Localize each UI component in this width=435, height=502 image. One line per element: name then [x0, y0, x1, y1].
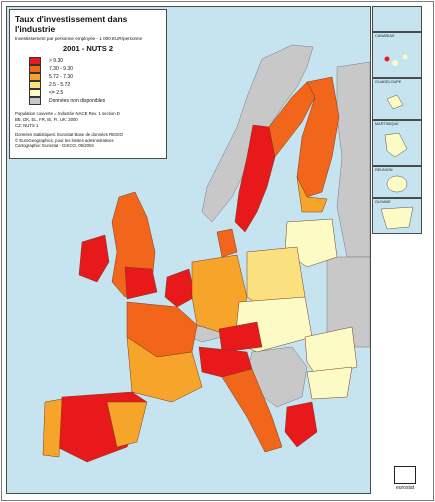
martinique-shape	[384, 132, 408, 158]
legend-swatch	[29, 65, 41, 73]
legend-subtitle: Investissement par personne employée - 1…	[15, 36, 143, 41]
italy-south	[221, 368, 283, 453]
legend-source: Données statistiques: Eurostat Base de d…	[15, 132, 161, 149]
legend-class-row: Données non disponibles	[15, 97, 161, 105]
greece-region	[284, 401, 318, 448]
legend-class-row: > 9.30	[15, 57, 161, 65]
legend-year-level: 2001 - NUTS 2	[62, 44, 114, 53]
logo-mark	[394, 466, 416, 484]
legend-class-label: <= 2.5	[49, 90, 64, 96]
eurostat-logo: eurostat	[393, 466, 417, 492]
guadeloupe-shape	[386, 94, 404, 110]
legend-swatch	[29, 73, 41, 81]
spain-east	[106, 401, 148, 448]
source-line: Cartographie: Eurostat - GISCO, 09/2004	[15, 143, 94, 149]
legend-class-label: Données non disponibles	[49, 98, 106, 104]
legend-note: CZ: NUTS 1	[15, 123, 39, 128]
uk-south	[124, 266, 158, 300]
legend-class-label: 5.72 - 7.30	[49, 74, 73, 80]
map-legend: Taux d'investissement dans l'industrie I…	[9, 9, 167, 159]
inset-canarias: CANARIAS	[372, 32, 422, 78]
russia-region	[336, 61, 370, 258]
legend-swatch	[29, 81, 41, 89]
logo-text: eurostat	[395, 485, 415, 491]
source-line: Données statistiques: Eurostat Base de d…	[15, 132, 123, 137]
legend-notes: Population couverte = Industrie NACE Rev…	[15, 111, 161, 129]
inset-label: GUYANE	[375, 200, 391, 204]
legend-class-row: 2.5 - 5.72	[15, 81, 161, 89]
guyane-shape	[380, 206, 414, 230]
canarias-shapes	[384, 54, 408, 66]
legend-class-row: 7.30 - 9.30	[15, 65, 161, 73]
overseas-insets: CANARIAS GUADELOUPE MARTINIQUE REUNION G…	[372, 6, 422, 234]
legend-note: BE, DK, EL, FR, IE, FI, UK: 2000	[15, 117, 78, 122]
portugal-region	[42, 398, 63, 458]
inset-reunion: REUNION	[372, 166, 422, 198]
inset-guyane: GUYANE	[372, 198, 422, 234]
source-line: © EuroGeographics, pour les limites admi…	[15, 137, 114, 143]
inset-label: REUNION	[375, 168, 393, 172]
eu-regions	[42, 76, 358, 463]
inset-label: MARTINIQUE	[375, 122, 399, 126]
finland-south	[296, 176, 328, 213]
legend-note: Population couverte = Industrie NACE Rev…	[15, 111, 120, 116]
inset-top	[372, 6, 422, 32]
bulgaria-region	[306, 366, 353, 400]
ireland-region	[78, 234, 110, 283]
legend-title: Taux d'investissement dans l'industrie	[15, 14, 128, 34]
inset-martinique: MARTINIQUE	[372, 120, 422, 166]
legend-swatch	[29, 89, 41, 97]
belarus-ukraine-region	[326, 256, 370, 348]
legend-class-label: 7.30 - 9.30	[49, 66, 73, 72]
finland-region	[296, 76, 340, 198]
denmark-region	[216, 228, 238, 258]
inset-label: CANARIAS	[375, 34, 395, 38]
legend-class-label: > 9.30	[49, 58, 64, 64]
austria-region	[218, 321, 263, 353]
legend-class-row: 5.72 - 7.30	[15, 73, 161, 81]
benelux-region	[164, 268, 196, 308]
inset-label: GUADELOUPE	[375, 80, 402, 84]
choropleth-map	[34, 44, 370, 463]
legend-classes: > 9.30 7.30 - 9.30 5.72 - 7.30 2.5 - 5.72 <=…	[15, 57, 161, 105]
legend-swatch	[29, 97, 41, 105]
reunion-shape	[386, 175, 408, 193]
inset-guadeloupe: GUADELOUPE	[372, 78, 422, 120]
legend-class-label: 2.5 - 5.72	[49, 82, 71, 88]
legend-class-row: <= 2.5	[15, 89, 161, 97]
legend-swatch	[29, 57, 41, 65]
